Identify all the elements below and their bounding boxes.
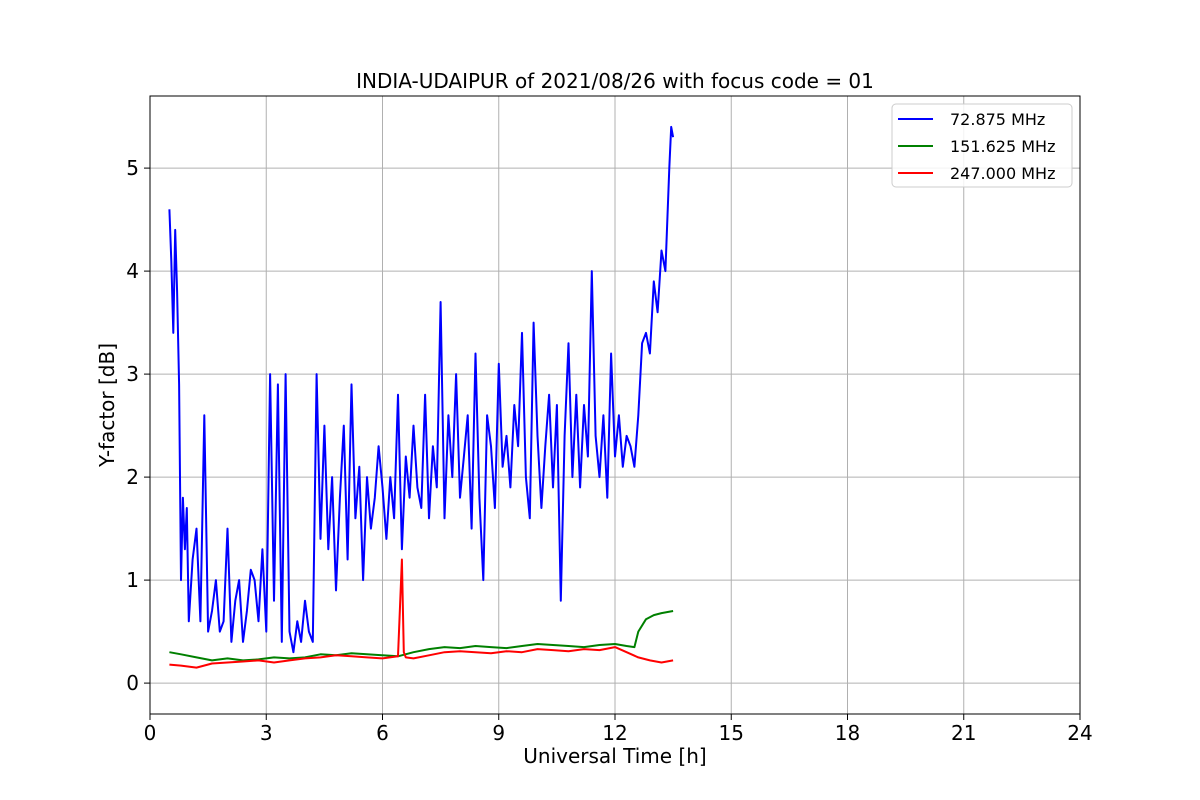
legend-label-3: 247.000 MHz bbox=[950, 164, 1055, 183]
x-tick-label: 24 bbox=[1067, 721, 1092, 745]
plot-area bbox=[168, 125, 675, 669]
legend-box bbox=[891, 103, 1073, 188]
chart-title: INDIA-UDAIPUR of 2021/08/26 with focus c… bbox=[356, 69, 874, 93]
y-tick-label: 5 bbox=[126, 156, 139, 180]
legend-label-2: 151.625 MHz bbox=[950, 137, 1055, 156]
y-tick-label: 0 bbox=[126, 671, 139, 695]
x-tick-label: 15 bbox=[719, 721, 744, 745]
y-axis-label: Y-factor [dB] bbox=[95, 343, 119, 468]
x-tick-label: 21 bbox=[951, 721, 976, 745]
x-axis-label: Universal Time [h] bbox=[523, 744, 706, 768]
x-tick-label: 12 bbox=[602, 721, 627, 745]
x-tick-label: 6 bbox=[376, 721, 389, 745]
y-tick-label: 3 bbox=[126, 362, 139, 386]
x-tick-label: 3 bbox=[260, 721, 273, 745]
legend-label-1: 72.875 MHz bbox=[950, 110, 1045, 129]
series-line-3 bbox=[169, 558, 674, 669]
y-tick-label: 2 bbox=[126, 465, 139, 489]
series-line-1 bbox=[168, 125, 675, 654]
x-tick-label: 0 bbox=[144, 721, 157, 745]
x-tick-label: 9 bbox=[492, 721, 505, 745]
y-tick-label: 4 bbox=[126, 259, 139, 283]
y-tick-label: 1 bbox=[126, 568, 139, 592]
x-tick-label: 18 bbox=[835, 721, 860, 745]
legend: 72.875 MHz 151.625 MHz 247.000 MHz bbox=[891, 103, 1073, 188]
